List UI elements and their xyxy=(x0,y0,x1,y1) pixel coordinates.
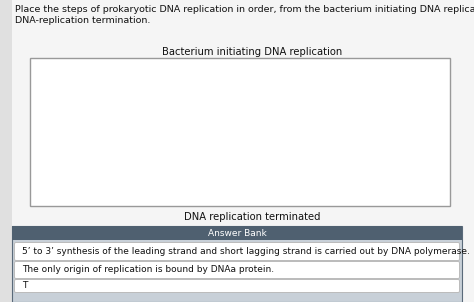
Bar xyxy=(12,226,462,240)
FancyBboxPatch shape xyxy=(15,262,459,278)
Text: DNA replication terminated: DNA replication terminated xyxy=(184,212,320,222)
Bar xyxy=(0,0,12,302)
Bar xyxy=(30,58,450,206)
Text: Answer Bank: Answer Bank xyxy=(208,229,266,237)
Text: T: T xyxy=(22,281,277,291)
Text: DNA-replication termination.: DNA-replication termination. xyxy=(15,16,150,25)
Text: Bacterium initiating DNA replication: Bacterium initiating DNA replication xyxy=(162,47,342,57)
Text: Place the steps of prokaryotic DNA replication in order, from the bacterium init: Place the steps of prokaryotic DNA repli… xyxy=(15,5,474,14)
Text: The only origin of replication is bound by DNAa protein.: The only origin of replication is bound … xyxy=(22,265,274,275)
Bar xyxy=(12,226,462,302)
FancyBboxPatch shape xyxy=(15,279,459,293)
FancyBboxPatch shape xyxy=(15,243,459,261)
Text: 5’ to 3’ synthesis of the leading strand and short lagging strand is carried out: 5’ to 3’ synthesis of the leading strand… xyxy=(22,247,470,256)
